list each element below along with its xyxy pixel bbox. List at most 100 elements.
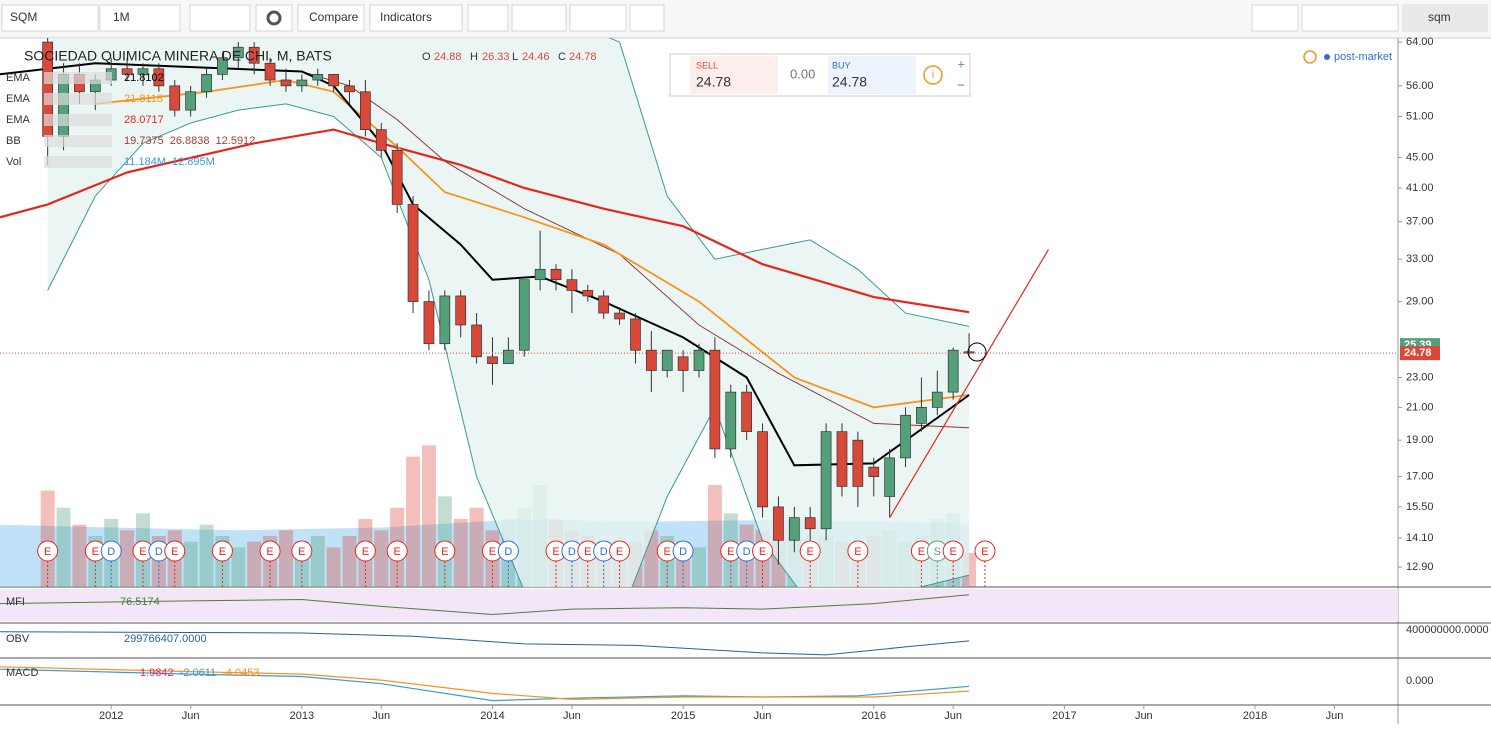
candle-body: [900, 414, 911, 459]
x-tick-label: Jun: [1326, 710, 1344, 722]
volume-bar: [310, 536, 325, 587]
cloud-buttons[interactable]: [1301, 4, 1399, 32]
undo-redo[interactable]: [569, 4, 627, 32]
volume-bar: [247, 541, 262, 587]
y-tick-label: 14.10: [1406, 532, 1434, 544]
ema-line: [95, 79, 970, 409]
candle-body: [487, 356, 498, 364]
price-badge: [1400, 346, 1440, 361]
chart-title: SOCIEDAD QUIMICA MINERA DE CHI, M, BATS: [24, 48, 332, 64]
candle-body: [677, 356, 689, 371]
candle-body: [518, 279, 530, 351]
candle-body: [137, 68, 149, 75]
candle-body: [153, 68, 165, 87]
minus[interactable]: −: [957, 77, 965, 92]
buy-price[interactable]: 24.78: [832, 74, 867, 90]
info-i: i: [932, 69, 934, 81]
fullscreen[interactable]: [629, 4, 665, 32]
x-tick-label: Jun: [754, 710, 772, 722]
search-box[interactable]: [1402, 4, 1488, 32]
interval-box[interactable]: [99, 4, 181, 32]
x-tick-label: 2013: [290, 710, 314, 722]
volume-bar: [406, 456, 421, 587]
candle-body: [757, 431, 768, 508]
pane-value: 76.5174: [120, 596, 160, 608]
event-marker: [799, 540, 821, 562]
chart-style[interactable]: [189, 4, 251, 32]
volume-bar: [421, 445, 436, 587]
sell-price[interactable]: 24.78: [696, 74, 731, 90]
indicator-name: BB: [6, 135, 21, 147]
info-icon[interactable]: [923, 65, 943, 85]
plus[interactable]: +: [957, 56, 965, 71]
candle-body: [375, 129, 387, 151]
mfi-line: [0, 594, 970, 616]
indicators[interactable]: Indicators: [380, 10, 432, 24]
mfi-band: [0, 589, 1398, 621]
candle-body: [360, 91, 371, 130]
c-label: C: [558, 51, 566, 63]
candle-body: [582, 290, 594, 297]
buy-box[interactable]: [828, 56, 916, 94]
volume-bar: [342, 536, 357, 587]
y-tick-label: 56.00: [1406, 80, 1434, 92]
event-label: D: [155, 546, 163, 558]
event-label: E: [362, 546, 369, 558]
x-tick-label: Jun: [372, 710, 390, 722]
compare-button[interactable]: [297, 4, 365, 32]
candle-body: [788, 517, 800, 541]
indicators-button[interactable]: [369, 4, 463, 32]
event-label: E: [139, 546, 146, 558]
idea-button[interactable]: [511, 4, 567, 32]
event-label: E: [298, 546, 305, 558]
volume-bar: [692, 547, 706, 587]
compare[interactable]: Compare: [309, 10, 359, 24]
event-label: D: [107, 546, 115, 558]
layout-button[interactable]: [1251, 4, 1299, 32]
event-label: E: [489, 546, 496, 558]
pane-value: -4.0453: [222, 667, 259, 679]
event-marker: [672, 540, 694, 562]
y-tick-label: 19.00: [1406, 434, 1434, 446]
candle-body: [264, 62, 276, 81]
symbol-box[interactable]: [1, 4, 99, 32]
bb-lower: [47, 103, 970, 587]
settings[interactable]: [255, 4, 293, 32]
indicator-value: 21.8102: [124, 72, 164, 84]
x-tick-label: 2014: [480, 710, 504, 722]
indicator-name: EMA: [6, 72, 31, 84]
event-label: E: [759, 546, 766, 558]
volume-bar: [199, 524, 214, 587]
event-marker: [386, 540, 408, 562]
x-tick-label: Jun: [1135, 710, 1153, 722]
sell-box[interactable]: [690, 56, 778, 94]
gear-icon: [266, 10, 282, 26]
search[interactable]: sqm: [1428, 10, 1451, 24]
event-label: E: [266, 546, 273, 558]
candle-body: [709, 349, 721, 450]
volume-bar: [120, 530, 135, 587]
candle-body: [423, 301, 435, 345]
candle-body: [614, 312, 625, 320]
indicator-value: 12.895M: [172, 156, 215, 168]
alert-button[interactable]: [467, 4, 509, 32]
l-value: 24.46: [522, 51, 550, 63]
interval[interactable]: 1M: [113, 10, 130, 24]
candle-body: [121, 68, 133, 75]
candle-body: [328, 73, 339, 87]
pane-name: MACD: [6, 667, 38, 679]
price-badge-label: 24.78: [1404, 347, 1432, 359]
symbol[interactable]: SQM: [10, 10, 37, 24]
candle-body: [693, 349, 705, 371]
indicator-buttons: [44, 114, 112, 126]
macd-line: [0, 666, 970, 701]
event-label: E: [584, 546, 591, 558]
candle-body: [661, 349, 673, 371]
candle-body: [344, 85, 355, 93]
y-tick-label: 23.00: [1406, 371, 1434, 383]
candle-body: [455, 295, 467, 326]
event-label: E: [616, 546, 623, 558]
cursor: [967, 342, 987, 362]
